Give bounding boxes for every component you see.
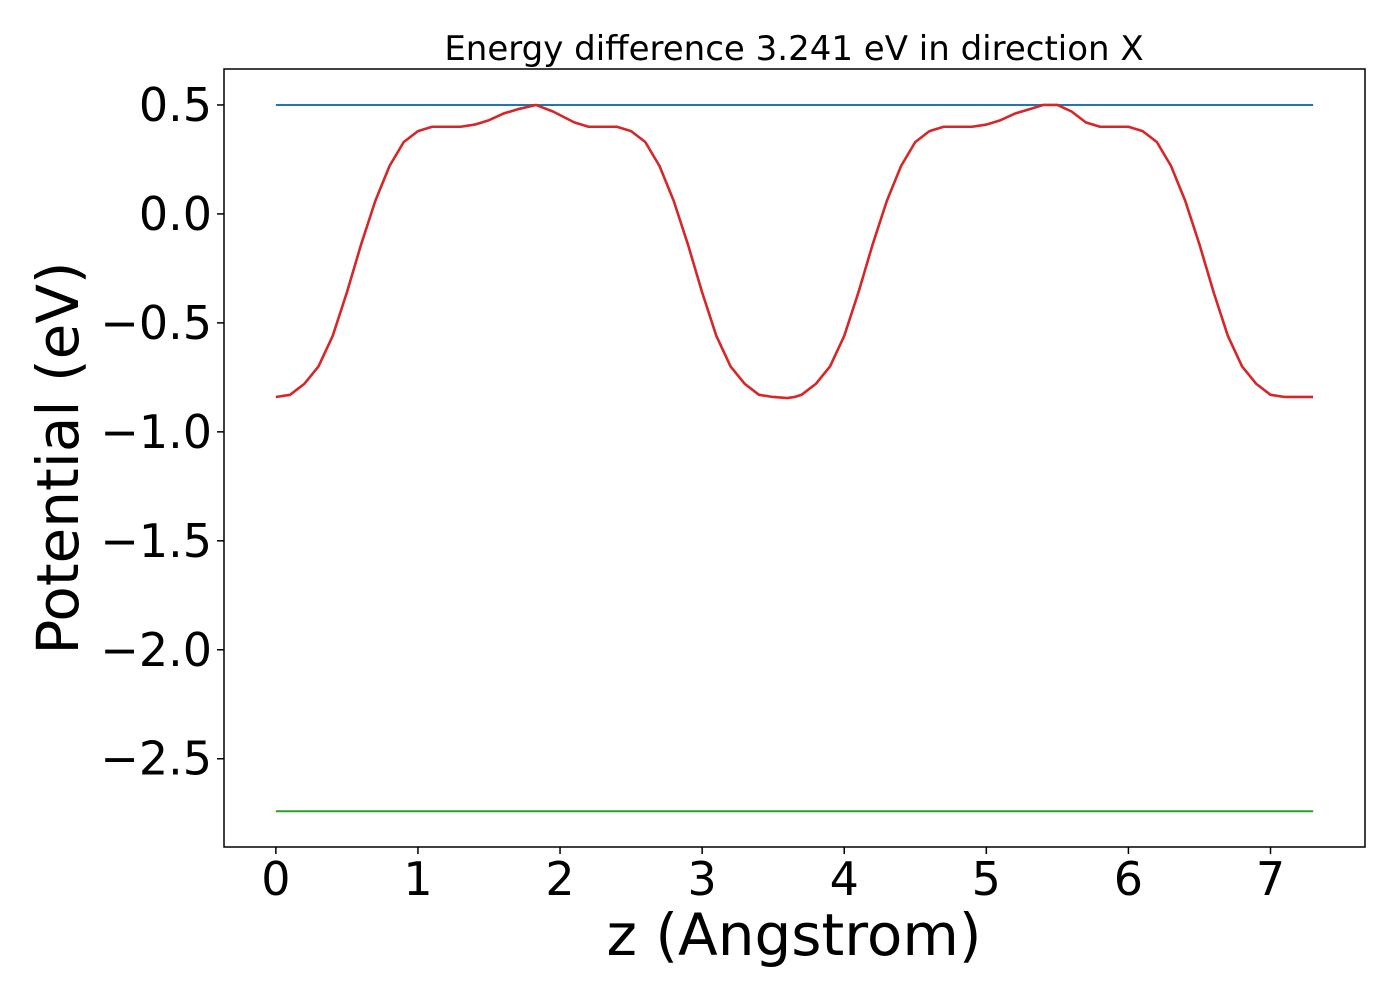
y-tick-label: −2.5 <box>100 732 212 786</box>
x-tick-label: 7 <box>1256 852 1285 906</box>
y-tick-label: −0.5 <box>100 296 212 350</box>
plot-content <box>275 103 1314 813</box>
x-tick-label: 0 <box>261 852 290 906</box>
x-axis-label: z (Angstrom) <box>607 901 982 969</box>
y-tick-label: −2.0 <box>100 623 212 677</box>
chart-title: Energy difference 3.241 eV in direction … <box>444 29 1143 69</box>
x-tick-label: 3 <box>687 852 716 906</box>
y-tick-label: −1.0 <box>100 405 212 459</box>
x-tick-label: 6 <box>1114 852 1143 906</box>
y-tick-label: 0.5 <box>139 78 212 132</box>
y-axis-ticks: 0.5 0.0 −0.5 −1.0 −1.5 −2.0 −2.5 <box>100 78 224 786</box>
x-tick-label: 5 <box>972 852 1001 906</box>
y-tick-label: 0.0 <box>139 187 212 241</box>
y-tick-label: −1.5 <box>100 514 212 568</box>
y-axis-label: Potential (eV) <box>24 261 92 654</box>
x-tick-label: 2 <box>545 852 574 906</box>
x-tick-label: 1 <box>403 852 432 906</box>
x-tick-label: 4 <box>830 852 859 906</box>
x-axis-ticks: 0 1 2 3 4 5 6 7 <box>261 847 1285 906</box>
plot-frame <box>223 68 1366 848</box>
series-line-potential <box>275 103 1314 400</box>
